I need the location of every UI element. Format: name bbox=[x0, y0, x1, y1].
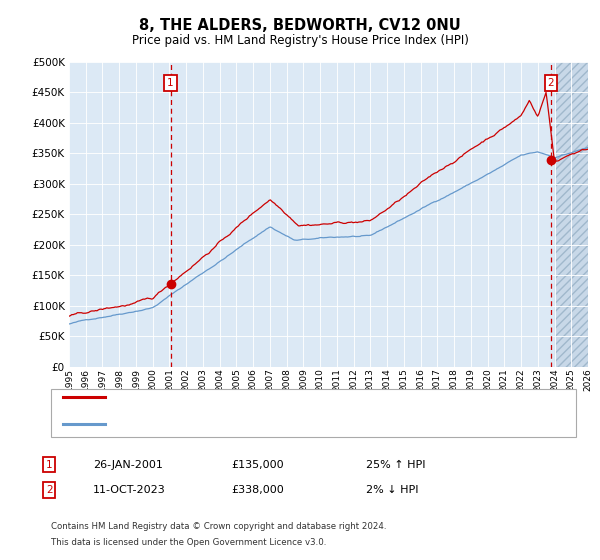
Text: £135,000: £135,000 bbox=[231, 460, 284, 470]
Text: Contains HM Land Registry data © Crown copyright and database right 2024.: Contains HM Land Registry data © Crown c… bbox=[51, 522, 386, 531]
Text: 1: 1 bbox=[167, 78, 174, 88]
Text: This data is licensed under the Open Government Licence v3.0.: This data is licensed under the Open Gov… bbox=[51, 538, 326, 547]
Text: 2: 2 bbox=[548, 78, 554, 88]
Text: 25% ↑ HPI: 25% ↑ HPI bbox=[366, 460, 425, 470]
Bar bbox=[554, 62, 588, 367]
Text: 8, THE ALDERS, BEDWORTH, CV12 0NU (detached house): 8, THE ALDERS, BEDWORTH, CV12 0NU (detac… bbox=[111, 393, 427, 402]
Text: HPI: Average price, detached house, Nuneaton and Bedworth: HPI: Average price, detached house, Nune… bbox=[111, 419, 447, 429]
Text: 2: 2 bbox=[46, 485, 53, 495]
Bar bbox=[554, 62, 588, 367]
Text: 2% ↓ HPI: 2% ↓ HPI bbox=[366, 485, 419, 495]
Text: 11-OCT-2023: 11-OCT-2023 bbox=[93, 485, 166, 495]
Text: 26-JAN-2001: 26-JAN-2001 bbox=[93, 460, 163, 470]
Text: 8, THE ALDERS, BEDWORTH, CV12 0NU: 8, THE ALDERS, BEDWORTH, CV12 0NU bbox=[139, 18, 461, 32]
Text: £338,000: £338,000 bbox=[231, 485, 284, 495]
Text: Price paid vs. HM Land Registry's House Price Index (HPI): Price paid vs. HM Land Registry's House … bbox=[131, 34, 469, 48]
Text: 1: 1 bbox=[46, 460, 53, 470]
